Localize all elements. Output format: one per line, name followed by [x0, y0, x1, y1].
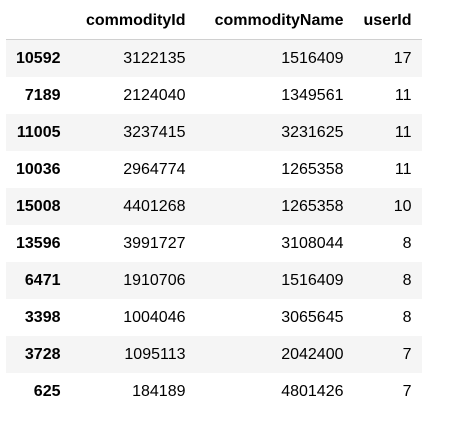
cell-userId: 17 [393, 49, 412, 67]
cell-commodityName: 2042400 [281, 345, 344, 363]
column-header-commodityId: commodityId [70, 2, 196, 40]
cell-commodityId: 2124040 [123, 86, 186, 104]
cell-commodityName: 1516409 [281, 49, 344, 67]
cell-userId: 8 [402, 234, 412, 252]
cell-userId: 8 [402, 308, 412, 326]
cell-commodityName: 3108044 [281, 234, 344, 252]
row-index: 13596 [16, 234, 61, 252]
row-index: 10592 [16, 49, 61, 67]
row-index: 3728 [24, 345, 61, 363]
table-row: 3398 1004046 3065645 8 [6, 299, 422, 336]
cell-commodityName: 1265358 [281, 197, 344, 215]
table-row: 10036 2964774 1265358 11 [6, 151, 422, 188]
row-index: 625 [33, 382, 61, 400]
cell-commodityName: 4801426 [281, 382, 344, 400]
column-header-commodityName: commodityName [195, 2, 354, 40]
index-header [6, 2, 71, 40]
cell-commodityId: 1910706 [123, 271, 186, 289]
row-index: 3398 [24, 308, 61, 326]
dataframe-table: commodityId commodityName userId 10592 3… [6, 2, 422, 410]
cell-commodityId: 3237415 [123, 123, 186, 141]
cell-userId: 10 [393, 197, 412, 215]
table-row: 6471 1910706 1516409 8 [6, 262, 422, 299]
cell-commodityName: 1265358 [281, 160, 344, 178]
cell-userId: 11 [394, 86, 412, 104]
cell-commodityName: 1349561 [281, 86, 344, 104]
table-row: 625 184189 4801426 7 [6, 373, 422, 410]
cell-commodityId: 2964774 [123, 160, 186, 178]
row-index: 11005 [16, 123, 61, 141]
cell-userId: 7 [402, 345, 412, 363]
table-row: 13596 3991727 3108044 8 [6, 225, 422, 262]
cell-commodityId: 1004046 [123, 308, 186, 326]
dataframe-output: commodityId commodityName userId 10592 3… [6, 2, 422, 410]
table-row: 7189 2124040 1349561 11 [6, 77, 422, 114]
table-row: 15008 4401268 1265358 10 [6, 188, 422, 225]
header-row: commodityId commodityName userId [6, 2, 422, 40]
cell-commodityId: 184189 [132, 382, 186, 400]
row-index: 7189 [24, 86, 61, 104]
cell-commodityName: 3065645 [281, 308, 344, 326]
cell-commodityId: 3991727 [123, 234, 186, 252]
cell-commodityId: 4401268 [123, 197, 186, 215]
cell-userId: 8 [402, 271, 412, 289]
cell-userId: 11 [394, 123, 412, 141]
table-row: 3728 1095113 2042400 7 [6, 336, 422, 373]
table-row: 11005 3237415 3231625 11 [6, 114, 422, 151]
row-index: 6471 [24, 271, 61, 289]
cell-commodityId: 1095113 [124, 345, 186, 363]
table-row: 10592 3122135 1516409 17 [6, 39, 422, 77]
row-index: 15008 [16, 197, 61, 215]
cell-commodityName: 3231625 [281, 123, 344, 141]
cell-userId: 11 [394, 160, 412, 178]
cell-userId: 7 [402, 382, 412, 400]
column-header-userId: userId [353, 2, 422, 40]
row-index: 10036 [16, 160, 61, 178]
cell-commodityName: 1516409 [281, 271, 344, 289]
cell-commodityId: 3122135 [123, 49, 186, 67]
